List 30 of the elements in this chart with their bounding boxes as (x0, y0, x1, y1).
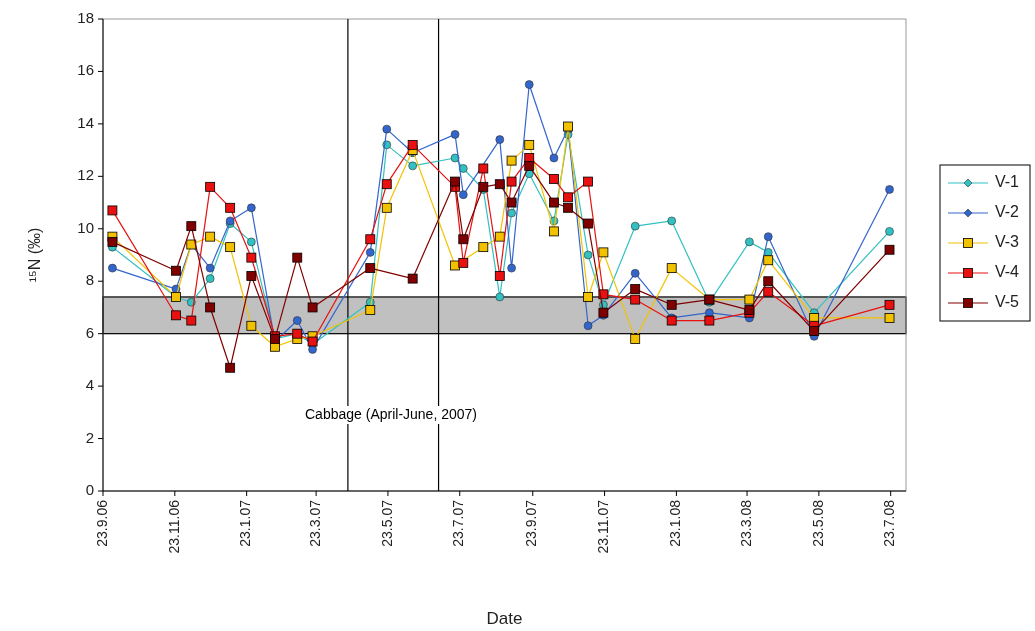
x-tick-label: 23.5.07 (378, 499, 395, 547)
y-tick-label: 14 (77, 113, 94, 131)
y-tick-label: 8 (85, 271, 94, 289)
y-tick-label: 4 (85, 376, 94, 394)
y-tick-label: 10 (77, 218, 94, 236)
x-tick-label: 23.1.07 (237, 499, 254, 547)
x-tick-label: 23.11.06 (165, 499, 182, 554)
y-tick-label: 16 (77, 61, 94, 79)
legend-label: V-1 (995, 173, 1020, 191)
y-tick-label: 2 (85, 428, 94, 446)
x-tick-label: 23.5.08 (809, 499, 826, 547)
y-tick-label: 12 (77, 166, 94, 184)
legend-label: V-2 (995, 203, 1020, 221)
x-tick-label: 23.9.07 (523, 499, 540, 547)
x-tick-label: 23.1.08 (667, 499, 684, 547)
x-tick-label: 23.7.08 (881, 499, 898, 547)
legend-label: V-4 (995, 263, 1020, 281)
annotation: Cabbage (April-June, 2007) (305, 405, 477, 422)
legend-label: V-5 (995, 293, 1020, 311)
x-axis-title: Date (486, 609, 523, 628)
x-tick-label: 23.9.06 (93, 499, 110, 547)
y-tick-label: 6 (85, 323, 94, 341)
x-tick-label: 23.3.07 (306, 499, 323, 547)
y-tick-label: 0 (85, 480, 94, 498)
y-axis-title: ¹⁵N (‰) (26, 227, 43, 283)
x-tick-label: 23.3.08 (737, 499, 754, 547)
y-tick-label: 18 (77, 8, 94, 26)
x-tick-label: 23.11.07 (595, 499, 612, 554)
legend-label: V-3 (995, 233, 1020, 251)
x-tick-label: 23.7.07 (450, 499, 467, 547)
